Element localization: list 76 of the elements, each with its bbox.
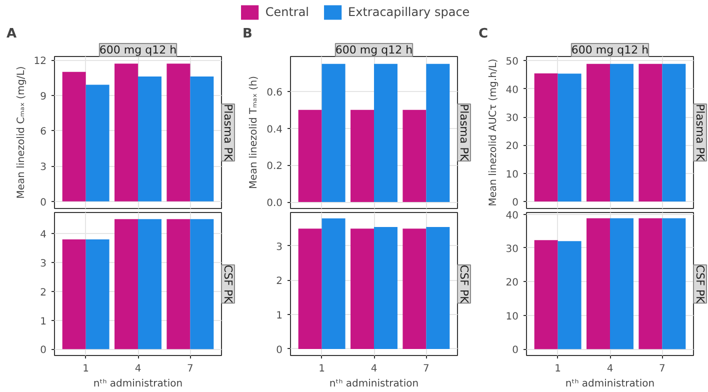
bar: [586, 64, 610, 202]
annotation: Plasma PK: [694, 104, 706, 162]
y-tick-label: 1: [40, 316, 47, 328]
x-axis-title: nᵗʰ administration: [93, 378, 183, 390]
y-axis-title: Mean linezolid Tₘₐₓ (h): [248, 76, 260, 189]
y-axis-title: Mean linezolid Cₘₐₓ (mg/L): [16, 66, 27, 199]
bar: [662, 64, 686, 202]
y-tick-label: 30: [506, 113, 519, 124]
bar: [62, 72, 86, 202]
y-tick-label: 0: [276, 344, 283, 356]
y-tick-label: 50: [506, 56, 519, 68]
bar: [610, 218, 634, 350]
y-tick-label: 40: [506, 84, 519, 96]
bar: [638, 64, 662, 202]
bar: [86, 84, 110, 202]
y-tick-label: 3: [40, 162, 47, 174]
bar: [534, 240, 558, 350]
y-tick-label: 10: [506, 311, 519, 322]
x-tick-label: 7: [187, 364, 194, 374]
chart-title: A: [6, 26, 17, 42]
y-tick-label: 2: [276, 276, 283, 288]
legend-label: Extracapillary space: [348, 5, 470, 19]
annotation: CSF PK: [458, 264, 470, 304]
bar: [190, 76, 214, 202]
y-tick-label: 20: [506, 141, 519, 152]
bar: [638, 218, 662, 350]
chart-title: C: [478, 26, 488, 42]
y-tick-label: 10: [506, 169, 519, 180]
x-tick-label: 7: [423, 364, 430, 374]
chart-subtitle: 600 mg q12 h: [571, 44, 649, 56]
annotation: CSF PK: [222, 264, 234, 304]
chart-subtitle: 600 mg q12 h: [99, 44, 177, 56]
annotation: CSF PK: [694, 264, 706, 304]
x-tick-label: 7: [659, 364, 666, 374]
bar: [586, 218, 610, 350]
bar: [558, 241, 582, 350]
bar: [534, 73, 558, 202]
y-tick-label: 2: [40, 287, 47, 298]
y-tick-label: 0: [40, 345, 47, 356]
x-axis-title: nᵗʰ administration: [329, 378, 419, 390]
y-tick-label: 40: [506, 210, 519, 222]
bar: [166, 64, 190, 202]
y-tick-label: 0.0: [266, 198, 283, 210]
bar: [138, 76, 162, 202]
y-tick-label: 3: [40, 258, 47, 270]
x-tick-label: 4: [134, 364, 142, 374]
x-axis-title: nᵗʰ administration: [565, 378, 655, 390]
y-tick-label: 3: [276, 242, 283, 253]
y-tick-label: 0: [512, 197, 519, 208]
y-tick-label: 9: [40, 91, 47, 102]
bar: [114, 64, 138, 202]
chart-subtitle: 600 mg q12 h: [335, 44, 413, 56]
y-tick-label: 4: [40, 230, 47, 241]
annotation: Plasma PK: [458, 104, 470, 162]
bar: [610, 64, 634, 202]
x-tick-label: 1: [554, 364, 562, 374]
y-tick-label: 6: [40, 126, 47, 138]
x-tick-label: 4: [606, 364, 614, 374]
x-tick-label: 4: [370, 364, 378, 374]
x-tick-label: 1: [82, 364, 90, 374]
bar: [662, 218, 686, 350]
y-tick-label: 30: [506, 244, 519, 255]
bar: [558, 74, 582, 202]
y-tick-label: 0: [512, 345, 519, 356]
annotation: Plasma PK: [222, 104, 234, 162]
y-tick-label: 1: [276, 310, 283, 322]
x-tick-label: 1: [318, 364, 326, 374]
legend-label: Central: [265, 5, 310, 19]
chart-title: B: [242, 26, 252, 42]
y-tick-label: 0.2: [266, 161, 283, 172]
y-axis-title: Mean linezolid AUCτ (mg.h/L): [488, 58, 499, 206]
y-tick-label: 0.6: [266, 88, 283, 99]
y-tick-label: 0.4: [266, 124, 283, 136]
y-tick-label: 12: [34, 56, 47, 68]
y-tick-label: 20: [506, 278, 519, 289]
y-tick-label: 0: [40, 197, 47, 208]
